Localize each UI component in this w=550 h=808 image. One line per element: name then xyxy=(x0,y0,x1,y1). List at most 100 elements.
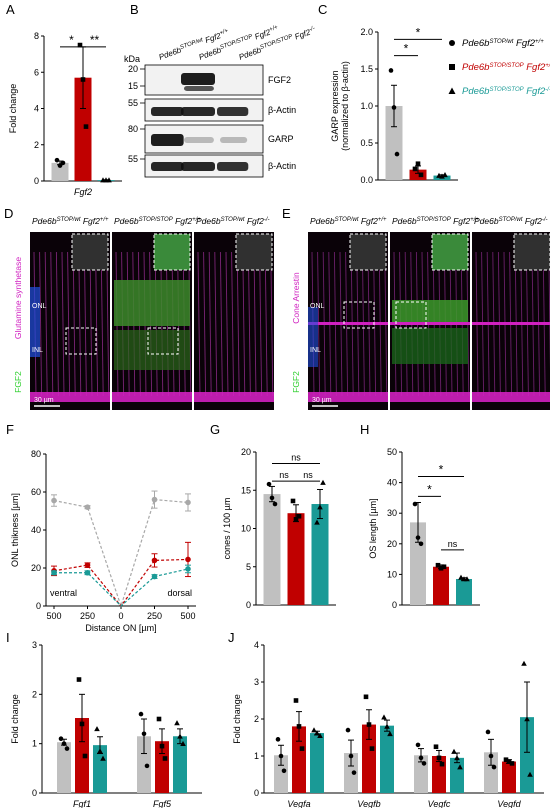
data-point-circle xyxy=(281,768,287,774)
data-point-triangle xyxy=(311,727,317,733)
scale-bar-label: 30 µm xyxy=(34,397,54,404)
blot-band xyxy=(181,73,215,85)
data-point-triangle xyxy=(451,748,457,754)
data-point-circle xyxy=(278,753,284,759)
series-point-wt xyxy=(84,504,91,511)
y-axis-title: (normalized to β-actin) xyxy=(340,61,350,151)
data-point-triangle xyxy=(442,172,448,178)
y-axis-title: OS length [µm] xyxy=(368,498,378,558)
series-point-stop xyxy=(151,557,158,564)
series-point-stop xyxy=(84,562,91,568)
data-point-triangle xyxy=(521,660,527,666)
zoom-inset xyxy=(235,233,273,271)
data-point-square xyxy=(415,161,421,167)
data-point-triangle xyxy=(384,723,390,729)
data-point-square xyxy=(412,166,418,172)
y-tick-label: 0 xyxy=(246,600,251,610)
y-tick-label: 3 xyxy=(32,640,37,650)
panel-label-H: H xyxy=(360,422,369,437)
muller-fiber xyxy=(106,251,110,397)
significance-label: * xyxy=(439,462,444,476)
data-point-circle xyxy=(351,770,357,775)
y-axis-title: Fold change xyxy=(8,84,18,134)
legend-entry: Pde6bSTOP/STOP Fgf2-/- xyxy=(462,86,550,97)
muller-fiber xyxy=(231,251,235,397)
bar-stop xyxy=(155,741,169,793)
y-tick-label: 0.5 xyxy=(360,138,373,148)
y-tick-label: 4 xyxy=(34,104,39,114)
bar-wt xyxy=(274,755,288,793)
bar-wt xyxy=(137,736,151,793)
data-point-triangle xyxy=(317,732,323,738)
y-axis-title: Fold change xyxy=(10,694,20,744)
data-point-square xyxy=(299,746,305,751)
x-tick-label: 250 xyxy=(80,611,95,621)
bar-wt xyxy=(51,162,69,181)
y-tick-label: 30 xyxy=(387,508,397,518)
series-point-ko xyxy=(151,573,158,580)
size-marker: 55 xyxy=(128,98,138,108)
x-category-label: Fgf5 xyxy=(153,799,172,808)
y-tick-label: 2 xyxy=(34,140,39,150)
series-point-stop xyxy=(185,556,191,563)
chart-F: 0 20 40 60 80 500 250 0 250 500 Distance ON [µm] ON… xyxy=(10,449,196,633)
series-line-stop xyxy=(53,558,189,607)
bar-wt xyxy=(57,742,71,793)
bar-wt xyxy=(344,753,358,793)
series-point-ko xyxy=(84,569,91,576)
chart-C: 0.0 0.5 1.0 1.5 2.0 GARP expression (normalize… xyxy=(330,25,458,185)
inner-limiting-band xyxy=(308,392,388,402)
chart-H: 0 10 20 30 40 50 OS length [µm] * * ns xyxy=(368,447,480,610)
y-tick-label: 1 xyxy=(254,751,259,761)
data-point-circle xyxy=(491,764,497,770)
data-point-triangle xyxy=(97,748,103,754)
bar-stop xyxy=(362,724,376,793)
data-point-square xyxy=(506,759,512,764)
y-tick-label: 3 xyxy=(254,677,259,687)
legend: Pde6bSTOP/wt Fgf2+/+ Pde6bSTOP/STOP Fgf2+… xyxy=(448,38,550,97)
data-point-circle xyxy=(418,541,424,547)
data-point-triangle xyxy=(454,755,460,761)
data-point-triangle xyxy=(464,576,470,582)
data-point-circle xyxy=(388,68,394,73)
data-point-square xyxy=(418,172,424,178)
panel-label-E: E xyxy=(282,206,291,221)
panel-label-C: C xyxy=(318,2,327,17)
kda-label: kDa xyxy=(124,54,140,64)
muller-fiber xyxy=(270,251,274,397)
data-point-square xyxy=(293,698,299,703)
data-point-triangle xyxy=(387,731,393,737)
blot-band xyxy=(217,162,249,171)
muller-fiber xyxy=(242,251,246,397)
data-point-triangle xyxy=(177,733,183,739)
micrograph-header: Pde6bSTOP/wt Fgf2-/- xyxy=(474,216,548,226)
layer-label-onl: ONL xyxy=(32,303,47,310)
y-tick-label: 1.0 xyxy=(360,101,373,111)
bar-stop xyxy=(433,566,449,605)
western-blot: kDa Pde6bSTOP/wt Fgf2+/+Pde6bSTOP/STOP Fg… xyxy=(124,24,316,178)
data-point-circle xyxy=(54,157,60,163)
series-point-wt xyxy=(51,497,57,504)
panel-label-G: G xyxy=(210,422,220,437)
zoom-inset xyxy=(153,233,191,271)
bar-ko xyxy=(173,736,187,793)
significance-label: ** xyxy=(90,33,100,47)
bar-stop xyxy=(409,169,427,180)
muller-fiber xyxy=(44,251,48,397)
muller-fiber xyxy=(236,251,240,397)
blot-band xyxy=(151,134,184,146)
panel-label-J: J xyxy=(228,630,235,645)
blot-band xyxy=(151,107,184,116)
bar-ko xyxy=(456,578,472,605)
zoom-region xyxy=(147,327,179,355)
data-point-square xyxy=(436,755,442,761)
y-tick-label: 2.0 xyxy=(360,27,373,37)
x-category-label: Fgf1 xyxy=(73,799,91,808)
y-tick-label: 60 xyxy=(31,487,41,497)
data-point-circle xyxy=(391,105,397,110)
olm-band xyxy=(390,322,470,325)
dapi-strip xyxy=(30,287,40,357)
zoom-inset xyxy=(431,233,469,271)
bar-stop xyxy=(502,761,516,793)
